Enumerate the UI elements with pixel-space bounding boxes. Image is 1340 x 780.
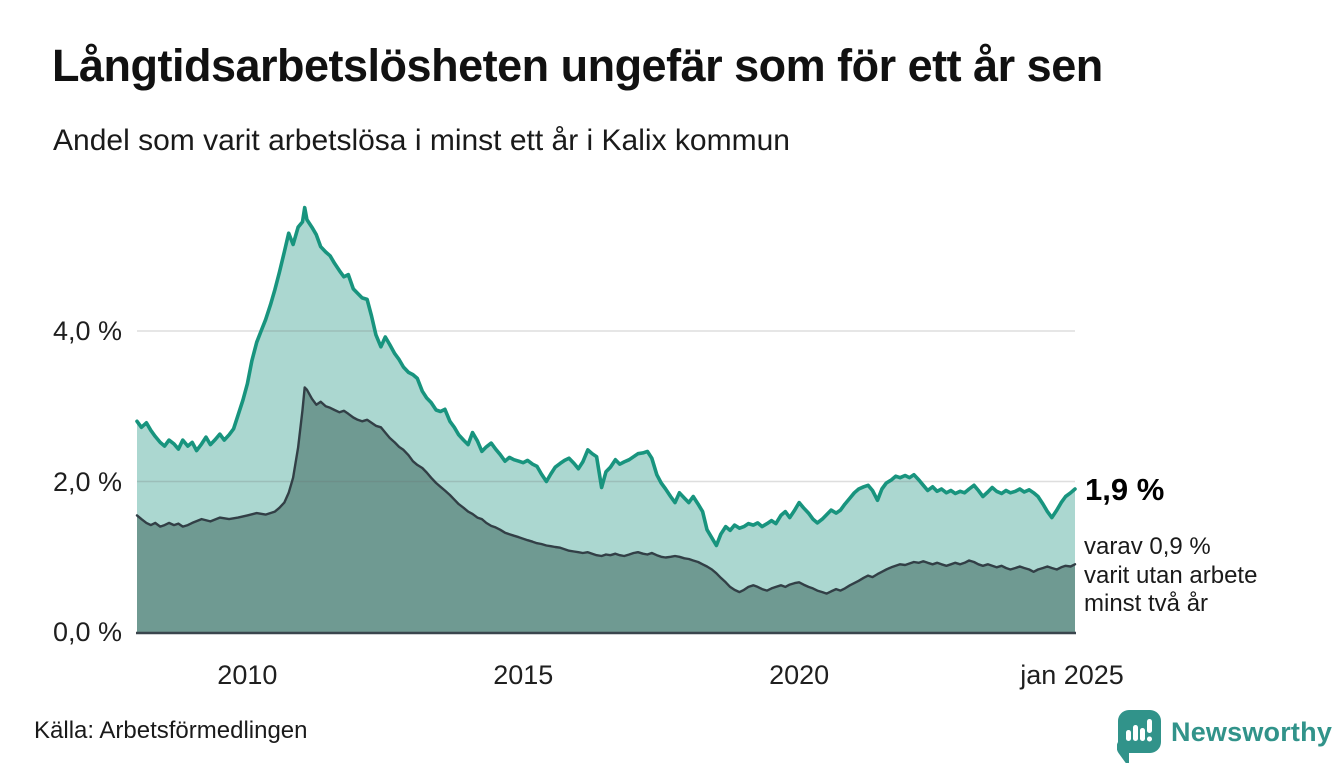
y-axis-tick-label: 4,0 % (52, 316, 122, 346)
end-value-label: 1,9 % (1085, 472, 1165, 507)
x-axis-tick-label: jan 2025 (1020, 660, 1124, 690)
source-note: Källa: Arbetsförmedlingen (34, 717, 308, 744)
total-series-line (135, 205, 1077, 548)
two-year-series-line (135, 386, 1077, 595)
x-axis-tick-label: 2020 (769, 660, 830, 690)
page-title: Långtidsarbetslösheten ungefär som för e… (52, 40, 1103, 91)
end-value-sublabel-line: varav 0,9 % (1084, 533, 1211, 560)
end-value-sublabel-line: varit utan arbete (1084, 561, 1258, 589)
y-axis-tick-label: 2,0 % (52, 466, 122, 497)
y-axis-tick-label: 0,0 % (52, 617, 122, 647)
end-value-sublabel: varav 0,9 % varit utan arbete minst två … (1084, 533, 1257, 619)
x-axis-tick-label: 2010 (217, 660, 278, 690)
page-subtitle: Andel som varit arbetslösa i minst ett å… (53, 124, 790, 157)
two-year-series-area (137, 387, 1075, 632)
x-axis-tick-label: 2015 (493, 660, 554, 690)
newsworthy-bubble-chart-icon (1117, 710, 1161, 763)
newsworthy-logo: Newsworthy (1117, 706, 1332, 764)
newsworthy-wordmark: Newsworthy (1171, 717, 1333, 747)
end-value-sublabel-line: minst två år (1084, 590, 1209, 617)
